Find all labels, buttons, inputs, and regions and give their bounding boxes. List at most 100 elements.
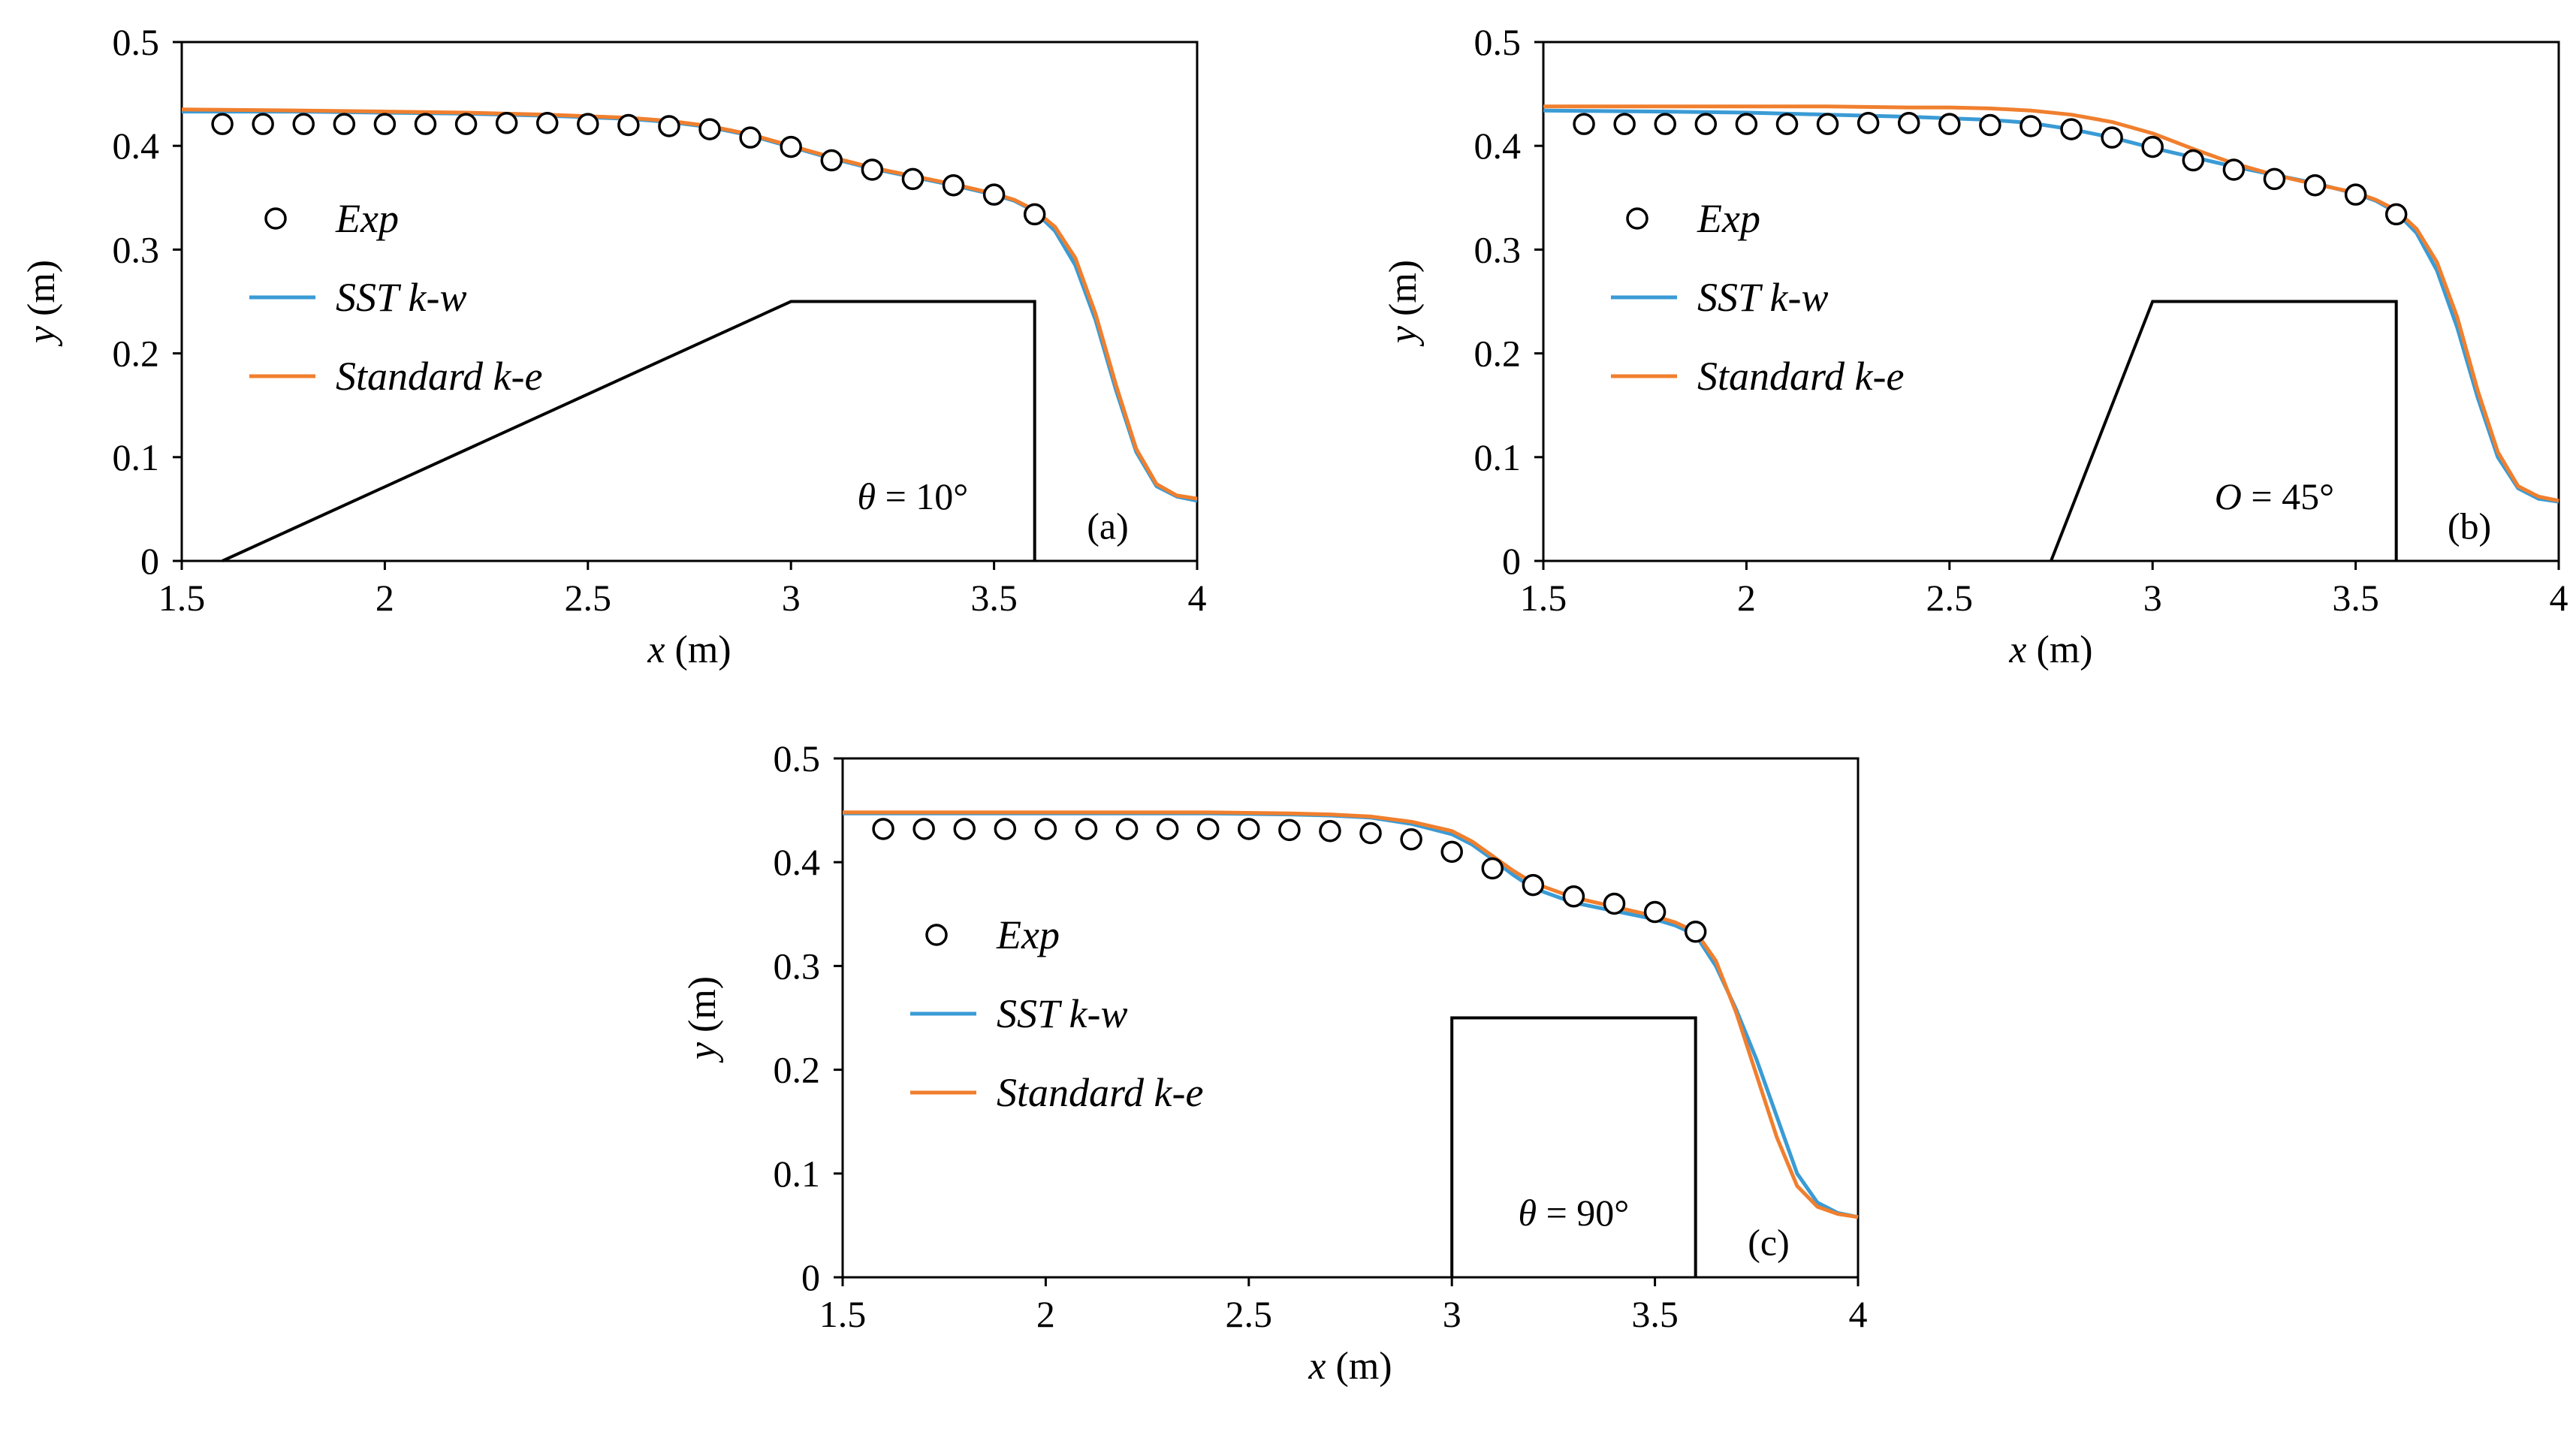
exp-data-point <box>1156 818 1179 840</box>
exp-data-point <box>953 818 976 840</box>
exp-data-point <box>861 158 884 181</box>
x-tick-label: 3.5 <box>1631 1293 1679 1335</box>
exp-data-point <box>333 113 356 135</box>
exp-data-point <box>1319 819 1341 843</box>
exp-data-point <box>1684 921 1707 943</box>
x-tick-label: 1.5 <box>1520 577 1567 619</box>
y-tick-label: 0 <box>1502 540 1521 582</box>
angle-annotation-symbol: θ <box>1519 1192 1537 1234</box>
y-tick-label: 0.2 <box>1474 333 1522 375</box>
legend-marker-exp <box>925 924 948 946</box>
x-tick-label: 3.5 <box>970 577 1018 619</box>
exp-data-point <box>1857 112 1880 134</box>
exp-data-point <box>1522 873 1545 897</box>
exp-data-point <box>1481 857 1504 880</box>
x-axis-label: x (m) <box>1308 1345 1392 1388</box>
exp-data-point <box>1278 818 1301 842</box>
y-tick-label: 0.1 <box>774 1153 821 1195</box>
exp-data-point <box>994 818 1017 840</box>
y-tick-label: 0 <box>801 1256 820 1298</box>
exp-data-point <box>1075 818 1098 840</box>
exp-data-point <box>1034 818 1057 840</box>
series-line-sst-k-w <box>1543 108 2559 504</box>
plot-frame <box>841 757 1860 1279</box>
series-line-standard-k-e <box>843 810 1859 1219</box>
exp-data-point <box>2182 149 2205 172</box>
y-axis-label-var: y <box>20 325 63 347</box>
y-tick-label: 0.4 <box>1474 125 1522 167</box>
exp-data-point <box>1573 113 1595 135</box>
x-tick-label: 2.5 <box>565 577 612 619</box>
y-tick-label: 0 <box>140 540 159 582</box>
chart-panel-a: 1.5 2 2.5 3 3.5 400.10.20.30.40.5x (m)y (m)Ex… <box>20 21 1207 671</box>
legend-label: Exp <box>335 196 399 241</box>
series-line-sst-k-w <box>843 811 1859 1219</box>
x-tick-label: 3.5 <box>2332 577 2379 619</box>
weir-outline <box>222 300 1036 562</box>
exp-data-point <box>1115 818 1139 840</box>
exp-data-point <box>2060 118 2083 140</box>
y-axis-label-unit: (m) <box>20 260 63 326</box>
x-axis-label: x (m) <box>2008 629 2092 671</box>
exp-data-point <box>901 167 925 191</box>
exp-data-point <box>373 113 397 135</box>
exp-data-point <box>292 113 315 135</box>
y-tick-label: 0.1 <box>1474 436 1522 478</box>
x-tick-label: 2.5 <box>1226 1293 1273 1335</box>
x-tick-label: 4 <box>1188 577 1207 619</box>
exp-data-point <box>658 115 680 137</box>
exp-data-point <box>739 126 762 149</box>
legend-label: SST k-w <box>336 275 467 320</box>
x-tick-label: 2 <box>376 577 394 619</box>
chart-panel-c: 1.5 2 2.5 3 3.5 400.10.20.30.40.5x (m)y (m)Ex… <box>681 737 1868 1388</box>
legend-label: Exp <box>1697 196 1760 241</box>
x-tick-label: 2 <box>1737 577 1756 619</box>
x-axis-label-var: x <box>647 629 665 671</box>
exp-data-point <box>454 113 478 135</box>
y-tick-label: 0.2 <box>113 333 160 375</box>
x-tick-label: 1.5 <box>158 577 206 619</box>
exp-data-point <box>2303 173 2327 197</box>
weir-outline <box>2050 300 2398 562</box>
legend-label: Exp <box>996 912 1060 957</box>
exp-data-point <box>414 113 437 135</box>
y-tick-label: 0.4 <box>113 125 160 167</box>
exp-data-point <box>617 113 640 137</box>
exp-data-point <box>2019 115 2042 137</box>
y-tick-label: 0.1 <box>113 436 160 478</box>
exp-data-point <box>1023 203 1046 226</box>
exp-data-point <box>2384 203 2408 226</box>
panel-label: (b) <box>2448 505 2491 547</box>
y-tick-label: 0.3 <box>774 945 821 987</box>
exp-data-point <box>820 149 843 172</box>
y-axis-label-var: y <box>1382 325 1425 347</box>
legend-label: Standard k-e <box>336 354 542 399</box>
x-axis-label-unit: (m) <box>665 629 731 671</box>
exp-data-point <box>982 183 1006 206</box>
exp-data-point <box>2141 135 2164 158</box>
exp-data-point <box>495 112 518 134</box>
x-tick-label: 4 <box>2550 577 2568 619</box>
y-axis-label: y (m) <box>681 976 724 1063</box>
x-tick-label: 2.5 <box>1926 577 1974 619</box>
y-tick-label: 0.5 <box>774 737 821 779</box>
panel-label: (c) <box>1748 1221 1790 1263</box>
legend-label: Standard k-e <box>997 1070 1203 1115</box>
y-axis-label: y (m) <box>1382 260 1425 347</box>
exp-data-point <box>1643 900 1667 924</box>
angle-annotation-symbol: O <box>2215 475 2242 517</box>
exp-data-point <box>535 112 559 134</box>
exp-data-point <box>211 113 234 135</box>
exp-data-point <box>1359 821 1382 845</box>
panel-label: (a) <box>1087 505 1129 547</box>
exp-data-point <box>872 818 894 840</box>
series-line-sst-k-w <box>182 110 1198 503</box>
y-tick-label: 0.4 <box>774 841 821 883</box>
exp-data-point <box>1897 112 1920 134</box>
exp-data-point <box>1694 113 1718 135</box>
series-line-standard-k-e <box>181 107 1198 501</box>
exp-data-point <box>1654 113 1676 135</box>
exp-data-point <box>1775 113 1799 135</box>
exp-data-point <box>1735 113 1758 135</box>
